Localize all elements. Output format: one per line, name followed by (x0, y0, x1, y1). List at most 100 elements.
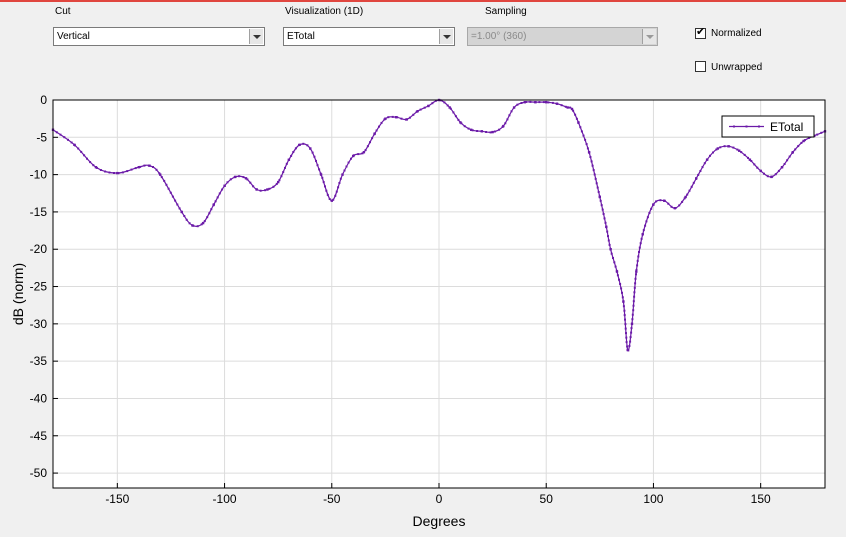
y-tick-label: -50 (30, 466, 48, 480)
sample-marker (471, 129, 474, 132)
sample-marker (510, 110, 513, 113)
sample-marker (380, 121, 383, 124)
sample-marker (163, 179, 166, 182)
data-point (427, 104, 430, 108)
data-point (545, 101, 548, 104)
sample-marker (589, 156, 592, 158)
sample-marker (408, 116, 411, 119)
sample-marker (485, 131, 488, 133)
sample-marker (712, 151, 714, 154)
sample-marker (816, 133, 819, 136)
data-point (684, 195, 687, 199)
y-tick-label: -30 (30, 317, 48, 331)
data-point (116, 171, 119, 175)
sample-marker (345, 165, 348, 168)
sample-marker (820, 131, 823, 134)
sample-marker (783, 163, 786, 165)
sample-marker (334, 194, 337, 197)
data-point (255, 188, 258, 191)
sample-marker (607, 239, 610, 242)
sample-marker (206, 216, 209, 219)
chevron-down-icon[interactable] (439, 29, 453, 44)
sample-marker (59, 133, 62, 136)
sample-marker (218, 192, 221, 195)
data-point (716, 147, 719, 150)
sample-marker (797, 145, 800, 148)
sample-marker (326, 193, 329, 196)
sample-marker (620, 287, 623, 290)
sample-marker (238, 175, 241, 178)
data-point (652, 203, 655, 206)
x-tick-label: 100 (643, 492, 663, 506)
sample-marker (89, 161, 92, 164)
sample-marker (542, 101, 545, 104)
sample-marker (774, 173, 777, 176)
sample-marker (692, 181, 695, 184)
sample-marker (160, 176, 163, 179)
data-point (394, 116, 398, 119)
sample-marker (582, 134, 585, 137)
data-point (362, 151, 366, 154)
data-point (791, 151, 794, 154)
data-point (695, 177, 698, 180)
normalized-checkbox[interactable]: ✔ (695, 26, 706, 39)
sample-marker (99, 169, 102, 171)
sample-marker (294, 147, 297, 150)
sample-marker (171, 195, 174, 198)
y-tick-label: -45 (30, 429, 48, 443)
sample-marker (516, 103, 519, 106)
sampling-dropdown-value: =1.00° (360) (471, 31, 527, 42)
sample-marker (632, 309, 635, 312)
sample-marker (196, 225, 199, 228)
y-tick-label: -25 (30, 280, 48, 294)
sample-marker (328, 198, 331, 200)
sample-marker (777, 169, 780, 172)
sample-marker (70, 141, 73, 144)
unwrapped-label: Unwrapped (711, 62, 763, 73)
sample-marker (636, 264, 639, 267)
sample-marker (633, 291, 636, 294)
sample-marker (637, 255, 640, 258)
chevron-down-icon[interactable] (249, 29, 263, 44)
sample-marker (608, 243, 611, 246)
sample-marker (560, 104, 563, 107)
sample-marker (622, 305, 625, 308)
sample-marker (638, 246, 641, 249)
sample-marker (361, 152, 364, 155)
sample-marker (586, 147, 589, 150)
sample-marker (604, 221, 607, 224)
sample-marker (435, 99, 438, 102)
data-point (416, 110, 419, 113)
sample-marker (648, 212, 651, 214)
sample-marker (280, 175, 283, 178)
sample-marker (306, 144, 309, 147)
sample-marker (750, 160, 753, 162)
sample-marker (292, 151, 295, 153)
data-point (598, 195, 601, 199)
sample-marker (325, 189, 328, 192)
data-point (635, 270, 638, 273)
visualization-dropdown[interactable]: ETotal (283, 27, 455, 46)
data-point (570, 107, 574, 111)
sample-marker (632, 304, 635, 307)
x-tick-label: -50 (323, 492, 341, 506)
sample-marker (593, 173, 596, 176)
legend-marker (733, 125, 735, 128)
cut-dropdown[interactable]: Vertical (53, 27, 265, 46)
legend-box (721, 115, 815, 138)
sample-marker (498, 128, 501, 131)
sample-marker (621, 291, 623, 294)
sample-marker (610, 252, 613, 255)
sample-marker (625, 341, 628, 344)
data-point (352, 154, 355, 158)
sample-marker (476, 130, 479, 132)
sample-marker (732, 146, 735, 149)
sample-marker (595, 182, 598, 185)
sample-marker (452, 111, 455, 114)
x-tick-label: -150 (105, 492, 129, 506)
sample-marker (634, 277, 637, 280)
sample-marker (152, 166, 154, 168)
x-axis-ticks: -150 -100 -50 0 50 100 150 (105, 483, 771, 506)
unwrapped-checkbox[interactable] (695, 61, 706, 72)
data-point (287, 158, 291, 161)
